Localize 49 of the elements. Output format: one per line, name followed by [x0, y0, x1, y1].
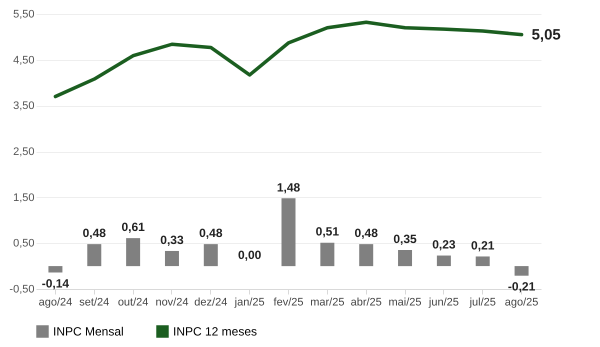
y-tick-label: 3,50	[13, 100, 34, 112]
data-label: 0,61	[121, 220, 146, 234]
y-tick-label: 1,50	[13, 192, 34, 204]
data-label: 0,00	[238, 248, 262, 262]
line-series	[54, 20, 524, 98]
bar	[204, 244, 218, 266]
x-tick-label: jun/25	[428, 296, 459, 308]
y-tick-label: -0,50	[9, 284, 34, 296]
x-tick-label: ago/24	[38, 296, 72, 308]
x-tick-label: nov/24	[155, 296, 188, 308]
bar	[476, 256, 490, 266]
bar	[164, 250, 179, 266]
data-label: 0,51	[316, 224, 340, 239]
bar	[282, 198, 296, 266]
data-label: 5,05	[532, 26, 561, 44]
x-tick-label: dez/24	[194, 296, 228, 308]
bar	[436, 256, 451, 266]
x-tick-label: mar/25	[310, 296, 344, 308]
x-tick-label: abr/25	[350, 296, 382, 308]
bar	[398, 250, 412, 266]
data-label: 0,35	[393, 232, 418, 246]
data-label: -0,21	[508, 280, 536, 294]
y-tick-label: 4,50	[13, 54, 34, 66]
bar	[87, 244, 102, 266]
y-tick-label: 0,50	[13, 238, 34, 250]
data-label: 0,23	[432, 238, 456, 252]
data-label: 0,21	[471, 238, 495, 252]
data-label: 1,48	[276, 180, 300, 194]
x-tick-label: jul/25	[468, 296, 496, 308]
legend-label: INPC 12 meses	[173, 324, 258, 339]
x-tick-label: set/24	[79, 296, 110, 308]
legend-label: INPC Mensal	[53, 324, 124, 339]
data-label: 0,48	[354, 226, 378, 240]
data-label: 0,48	[199, 226, 223, 240]
bar	[514, 266, 529, 276]
x-tick-label: jan/25	[234, 296, 265, 308]
data-label: 0,33	[160, 232, 184, 247]
x-tick-label: mai/25	[388, 296, 422, 308]
data-label: 0,48	[82, 226, 106, 240]
y-tick-label: 2,50	[13, 146, 34, 158]
bar	[126, 238, 140, 266]
x-tick-label: out/24	[118, 296, 148, 308]
bar	[320, 242, 334, 266]
x-tick-label: fev/25	[274, 296, 304, 308]
data-label: -0,14	[42, 276, 70, 290]
x-tick-label: ago/25	[504, 296, 538, 308]
y-tick-label: 5,50	[13, 8, 34, 20]
bar	[48, 266, 62, 272]
bar	[359, 244, 374, 266]
